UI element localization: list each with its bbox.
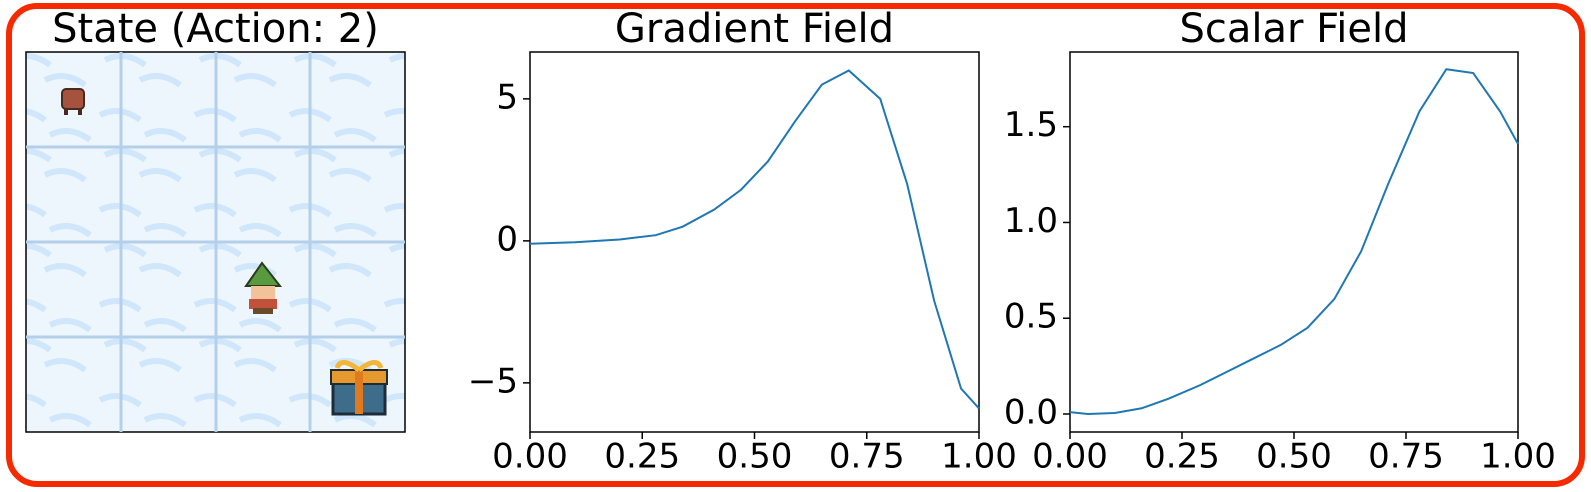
present <box>330 360 388 416</box>
y-tick-label: 0.0 <box>1004 392 1058 432</box>
line <box>1069 68 1519 415</box>
chart-title: State (Action: 2) <box>52 6 379 52</box>
x-tick-label: 0.00 <box>1032 437 1108 477</box>
y-tick-label: 0.5 <box>1004 297 1058 337</box>
stool <box>61 88 85 115</box>
axes-frame <box>529 51 980 433</box>
x-tick-label: 1.00 <box>1480 437 1556 477</box>
x-tick-label: 0.00 <box>492 437 568 477</box>
x-tick-label: 1.00 <box>941 437 1017 477</box>
x-tick-label: 0.75 <box>829 437 905 477</box>
y-tick-label: 0 <box>496 219 518 259</box>
grid-lines <box>26 52 405 432</box>
y-tick-label: 1.5 <box>1004 105 1058 145</box>
x-tick-label: 0.25 <box>604 437 680 477</box>
y-tick-label: 1.0 <box>1004 201 1058 241</box>
axes-frame <box>1069 51 1519 433</box>
state-image <box>25 51 406 433</box>
chart-title: Scalar Field <box>1179 6 1408 52</box>
line <box>529 69 980 410</box>
x-tick-label: 0.25 <box>1144 437 1220 477</box>
elf <box>244 261 283 314</box>
chart-title: Gradient Field <box>615 6 894 52</box>
border <box>6 3 1585 487</box>
y-tick-label: −5 <box>468 361 518 401</box>
x-tick-label: 0.75 <box>1368 437 1444 477</box>
x-tick-label: 0.50 <box>717 437 793 477</box>
y-tick-label: 5 <box>496 77 518 117</box>
x-tick-label: 0.50 <box>1256 437 1332 477</box>
